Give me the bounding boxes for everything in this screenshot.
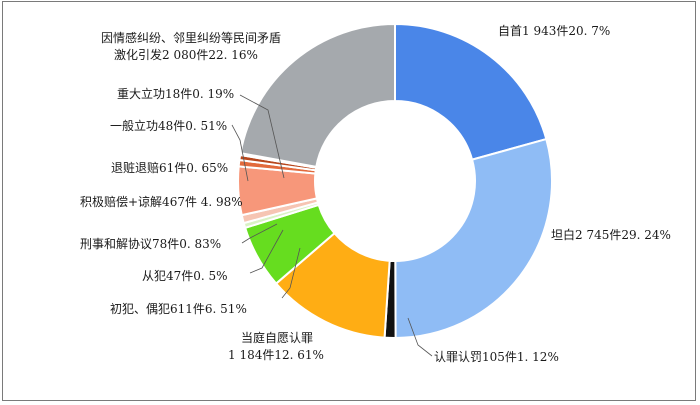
slice-11 [239,22,396,168]
label-chufan: 初犯、偶犯611件6. 51% [110,302,247,316]
label-dangting-line1: 当庭自愿认罪 [241,330,313,345]
label-peichang: 积极赔偿+谅解467件 4. 98% [80,194,243,209]
leader-congfan [249,229,284,274]
label-tanbai: 坦白2 745件29. 24% [551,227,671,242]
leader-renzui [407,317,433,357]
label-tuizang: 退赃退赔61件0. 65% [111,160,228,175]
label-minjian-line1: 因情感纠纷、邻里纠纷等民间矛盾 [101,30,281,45]
label-renzui: 认罪认罚105件1. 12% [434,350,559,364]
label-hejie: 刑事和解协议78件0. 83% [80,236,221,251]
label-yiban: 一般立功48件0. 51% [110,118,227,133]
leader-yiban [231,124,249,182]
leader-lines-group [231,94,433,357]
label-zishou: 自首1 943件20. 7% [498,24,610,38]
label-dangting-line2: 1 184件12. 61% [228,348,324,362]
leader-chufan [281,247,301,299]
slice-0 [394,22,548,161]
label-congfan: 从犯47件0. 5% [142,269,228,283]
slice-1 [394,137,553,340]
slices-group [237,22,553,340]
label-zhongda: 重大立功18件0. 19% [117,86,234,101]
label-minjian-line2: 激化引发2 080件22. 16% [114,47,258,62]
leader-zhongda [239,94,285,179]
leader-hejie [241,223,278,244]
